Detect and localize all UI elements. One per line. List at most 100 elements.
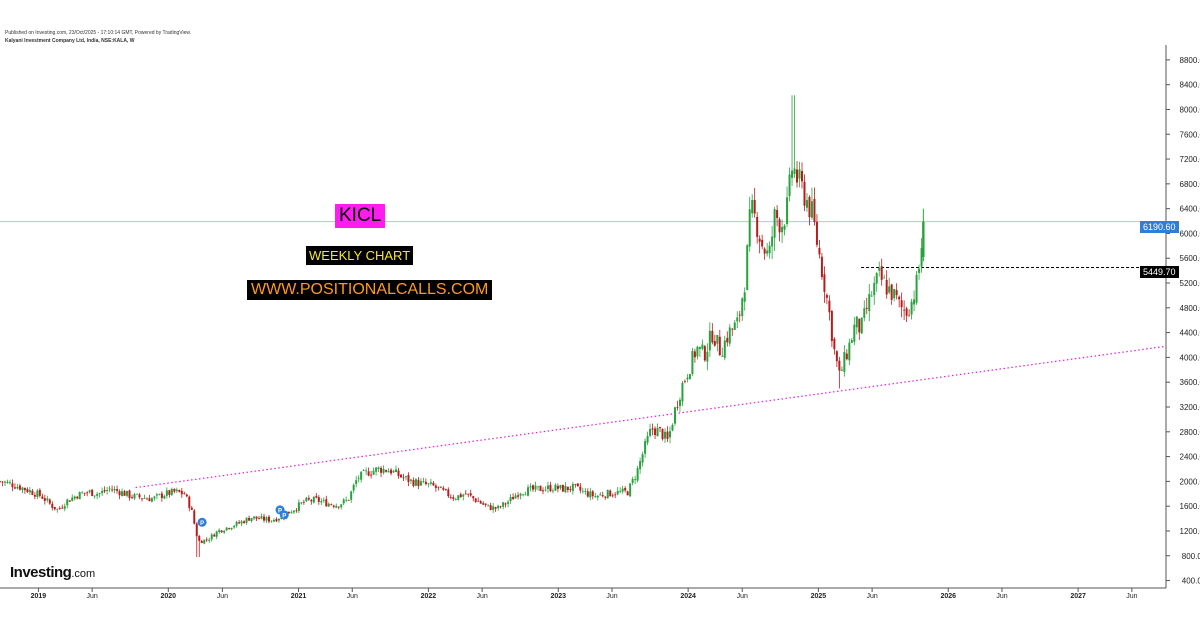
candle-body [559, 485, 562, 489]
candle-body [128, 490, 131, 498]
candle-body [803, 181, 806, 206]
candle-body [372, 470, 375, 475]
candle-body [701, 344, 704, 349]
resistance-level-tag: 5449.70 [1140, 266, 1179, 278]
time-tick-label: Jun [217, 593, 228, 600]
candle-body [731, 328, 734, 330]
price-tick-label: 8800.00 [1180, 56, 1200, 65]
candle-body [367, 471, 370, 476]
candle-body [766, 250, 769, 254]
candle-body [708, 330, 711, 351]
time-tick-label: 2026 [940, 593, 956, 600]
candle-body [753, 199, 756, 214]
candle-body [492, 506, 495, 510]
candle-body [875, 273, 878, 284]
candle-body [741, 298, 744, 317]
candle-body [138, 494, 141, 498]
event-marker-icon [279, 510, 289, 520]
candle-body [903, 309, 906, 311]
time-tick-label: 2022 [421, 593, 437, 600]
candle-body [230, 527, 233, 530]
candle-body [813, 199, 816, 223]
candle-body [322, 499, 325, 501]
candle-body [215, 531, 218, 537]
candle-body [385, 470, 388, 472]
candle-body [238, 522, 241, 524]
time-tick-label: 2019 [31, 593, 47, 600]
candle-body [746, 245, 749, 291]
candle-body [58, 508, 61, 509]
time-tick-label: 2025 [811, 593, 827, 600]
candle-body [265, 517, 268, 521]
candle-body [736, 317, 739, 322]
candle-body [41, 496, 44, 499]
candle-body [656, 427, 659, 437]
candle-body [133, 494, 136, 499]
candle-body [195, 523, 198, 537]
candle-body [38, 489, 41, 496]
candle-body [619, 491, 622, 492]
candle-body [913, 299, 916, 305]
candle-body [414, 479, 417, 486]
candle-body [763, 248, 766, 254]
candle-body [676, 406, 679, 408]
candle-body [357, 478, 360, 480]
candle-body [773, 209, 776, 238]
candle-body [53, 506, 56, 510]
candle-body [267, 516, 270, 522]
candle-body [121, 491, 124, 497]
price-tick-label: 8400.00 [1180, 81, 1200, 90]
investing-logo[interactable]: Investing.com [10, 564, 95, 582]
candle-body [205, 539, 208, 541]
candle-body [419, 481, 422, 486]
candle-body [494, 507, 497, 509]
candle-body [691, 350, 694, 374]
candle-body [153, 496, 156, 499]
candle-body [649, 428, 652, 436]
marker-layer: PPP [197, 505, 289, 527]
candle-body [723, 340, 726, 358]
candle-body [778, 219, 781, 233]
time-tick-label: Jun [476, 593, 487, 600]
candle-body [258, 518, 261, 520]
time-tick-label: Jun [347, 593, 358, 600]
candle-body [833, 338, 836, 350]
candle-body [863, 308, 866, 318]
candle-body [664, 431, 667, 439]
candle-body [524, 494, 527, 496]
candle-body [370, 474, 373, 476]
candle-body [634, 479, 637, 481]
candle-body [756, 217, 759, 237]
timeframe-annotation: WEEKLY CHART [306, 246, 414, 265]
candle-body [81, 492, 84, 494]
candle-body [509, 497, 512, 501]
candle-body [514, 495, 517, 499]
axis-layer: 400.00 800.00 1200.00 1600.00 2000.00 2400.00… [0, 45, 1200, 600]
candle-body [135, 493, 138, 495]
time-tick-label: 2020 [161, 593, 177, 600]
candle-body [178, 489, 181, 492]
candle-body [922, 221, 925, 257]
candle-body [885, 279, 888, 295]
price-tick-label: 6800.00 [1180, 180, 1200, 189]
candle-body [352, 484, 355, 491]
time-tick-label: Jun [737, 593, 748, 600]
candle-body [728, 327, 731, 344]
price-tick-label: 2400.00 [1180, 453, 1200, 462]
candle-body [905, 308, 908, 316]
candle-body [36, 490, 39, 498]
candle-body [569, 489, 572, 491]
candle-body [810, 201, 813, 218]
candle-body [131, 496, 134, 498]
candle-body [893, 289, 896, 299]
event-marker-label: P [200, 521, 204, 527]
candle-body [527, 487, 530, 496]
candle-body [482, 503, 485, 505]
candle-body [380, 468, 383, 473]
candle-body [277, 518, 280, 521]
candle-body [335, 505, 338, 508]
candle-body [629, 483, 632, 497]
candle-body [402, 477, 405, 479]
candle-body [484, 503, 487, 505]
